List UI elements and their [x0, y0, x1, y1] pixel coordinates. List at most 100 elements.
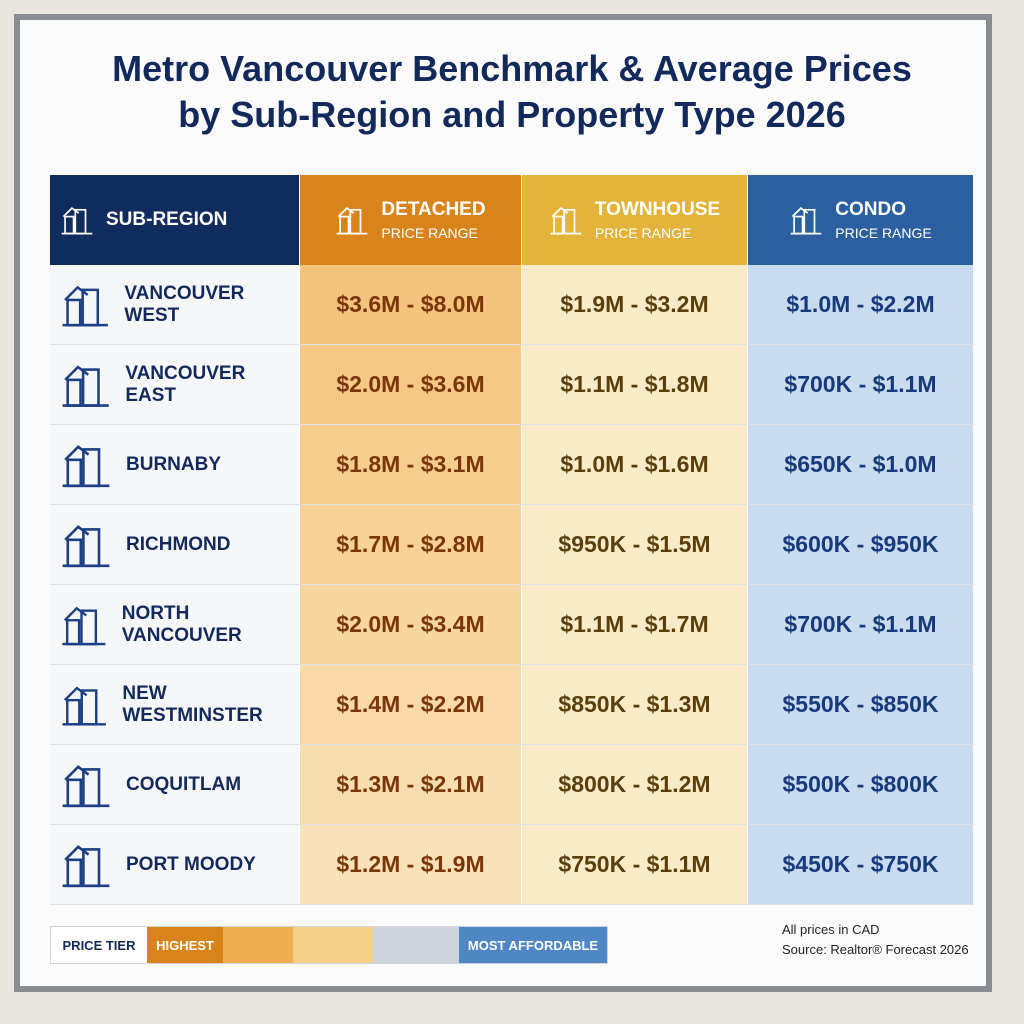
table-cell: $1.9M - $3.2M [522, 265, 748, 344]
legend-swatch [293, 927, 373, 963]
table-cell: $1.0M - $2.2M [748, 265, 974, 344]
region-name: COQUITLAM [126, 773, 242, 795]
region-name: VANCOUVER WEST [124, 282, 245, 326]
table-cell: $700K - $1.1M [748, 345, 974, 424]
table-cell: BURNABY [50, 425, 300, 504]
header-label: CONDO [835, 199, 906, 220]
table-cell: $800K - $1.2M [522, 745, 748, 824]
legend: PRICE TIER HIGHEST MOST AFFORDABLE [50, 926, 608, 964]
icon [62, 524, 110, 567]
price-range: $1.9M - $3.2M [560, 291, 709, 317]
header-row: SUB-REGION DETACHED PRICE RANGE TOWNHOUSE PR… [50, 175, 974, 265]
legend-label: PRICE TIER [51, 927, 147, 963]
table-cell: $500K - $800K [748, 745, 974, 824]
table-cell: VANCOUVER WEST [50, 265, 300, 344]
price-range: $700K - $1.1M [784, 371, 937, 397]
legend-low: MOST AFFORDABLE [459, 927, 607, 963]
icon [61, 206, 93, 235]
table-cell: PORT MOODY [50, 825, 300, 904]
table-cell: $1.1M - $1.8M [522, 345, 748, 424]
table-row: NEW WESTMINSTER $1.4M - $2.2M $850K - $1.3… [50, 665, 974, 745]
table-cell: $550K - $850K [748, 665, 974, 744]
price-range: $450K - $750K [782, 851, 939, 877]
table-cell: NORTH VANCOUVER [50, 585, 300, 664]
legend-swatch [373, 927, 459, 963]
price-range: $1.2M - $1.9M [336, 851, 485, 877]
icon [62, 606, 106, 645]
header-label: DETACHED [381, 199, 486, 220]
price-range: $1.7M - $2.8M [336, 531, 485, 557]
table-cell: $1.0M - $1.6M [522, 425, 748, 504]
header-label: SUB-REGION [106, 209, 228, 230]
table-cell: $1.4M - $2.2M [300, 665, 522, 744]
header-cell: CONDO PRICE RANGE [748, 175, 974, 265]
price-range: $1.1M - $1.8M [560, 371, 709, 397]
table-cell: NEW WESTMINSTER [50, 665, 300, 744]
table-cell: $450K - $750K [748, 825, 974, 904]
table-cell: $1.3M - $2.1M [300, 745, 522, 824]
icon [62, 285, 108, 326]
header-cell: TOWNHOUSE PRICE RANGE [522, 175, 748, 265]
title-line: Metro Vancouver Benchmark & Average Pric… [112, 48, 912, 89]
header-sub: PRICE RANGE [594, 225, 692, 241]
header-sub: PRICE RANGE [835, 225, 932, 241]
price-range: $1.1M - $1.7M [560, 611, 709, 637]
table: SUB-REGION DETACHED PRICE RANGE TOWNHOUSE PR… [50, 175, 974, 905]
table-cell: $950K - $1.5M [522, 505, 748, 584]
icon [62, 364, 109, 407]
table-cell: VANCOUVER EAST [50, 345, 300, 424]
table-cell: $1.7M - $2.8M [300, 505, 522, 584]
price-range: $800K - $1.2M [558, 771, 711, 797]
price-range: $1.4M - $2.2M [336, 691, 485, 717]
table-cell: RICHMOND [50, 505, 300, 584]
price-range: $1.0M - $2.2M [786, 291, 935, 317]
table-row: VANCOUVER EAST $2.0M - $3.6M $1.1M - $1.8M… [50, 345, 974, 425]
table-cell: $850K - $1.3M [522, 665, 748, 744]
table-row: COQUITLAM $1.3M - $2.1M $800K - $1.2M $500K… [50, 745, 974, 825]
price-range: $1.0M - $1.6M [560, 451, 709, 477]
table-cell: $600K - $950K [748, 505, 974, 584]
header-text: CONDO PRICE RANGE [835, 199, 931, 241]
price-range: $2.0M - $3.4M [336, 611, 485, 637]
icon [337, 206, 368, 235]
table-cell: $750K - $1.1M [522, 825, 748, 904]
table-cell: $700K - $1.1M [748, 585, 974, 664]
region-name: RICHMOND [126, 533, 231, 555]
table-cell: $3.6M - $8.0M [300, 265, 522, 344]
table-cell: $2.0M - $3.6M [300, 345, 522, 424]
price-range: $2.0M - $3.6M [336, 371, 485, 397]
region-name: NORTH VANCOUVER [121, 602, 242, 646]
title: Metro Vancouver Benchmark & Average Pric… [0, 46, 1024, 138]
header-sub: PRICE RANGE [381, 225, 478, 241]
region-name: NEW WESTMINSTER [122, 682, 263, 726]
icon [790, 206, 822, 235]
footnote-line: All prices in CAD [782, 922, 880, 937]
table-row: NORTH VANCOUVER $2.0M - $3.4M $1.1M - $1.7… [50, 585, 974, 665]
price-range: $650K - $1.0M [784, 451, 937, 477]
table-cell: COQUITLAM [50, 745, 300, 824]
price-range: $850K - $1.3M [558, 691, 711, 717]
table-cell: $1.2M - $1.9M [300, 825, 522, 904]
header-text: TOWNHOUSE PRICE RANGE [595, 199, 720, 241]
title-line: by Sub-Region and Property Type 2026 [178, 94, 846, 135]
price-range: $500K - $800K [782, 771, 939, 797]
header-cell: SUB-REGION [50, 175, 300, 265]
icon [62, 764, 110, 807]
region-name: BURNABY [126, 453, 221, 475]
footnote-line: Source: Realtor® Forecast 2026 [782, 942, 969, 957]
price-range: $550K - $850K [782, 691, 939, 717]
table-row: RICHMOND $1.7M - $2.8M $950K - $1.5M $600K … [50, 505, 974, 585]
table-cell: $1.8M - $3.1M [300, 425, 522, 504]
table-row: VANCOUVER WEST $3.6M - $8.0M $1.9M - $3.2M… [50, 265, 974, 345]
region-name: PORT MOODY [126, 853, 256, 875]
header-text: DETACHED PRICE RANGE [381, 199, 485, 241]
icon [550, 206, 582, 235]
footnote: All prices in CAD Source: Realtor® Forec… [782, 920, 969, 960]
header-text: SUB-REGION [106, 209, 227, 231]
icon [62, 444, 110, 487]
price-range: $750K - $1.1M [558, 851, 711, 877]
table-cell: $2.0M - $3.4M [300, 585, 522, 664]
table-cell: $1.1M - $1.7M [522, 585, 748, 664]
header-label: TOWNHOUSE [594, 199, 721, 220]
